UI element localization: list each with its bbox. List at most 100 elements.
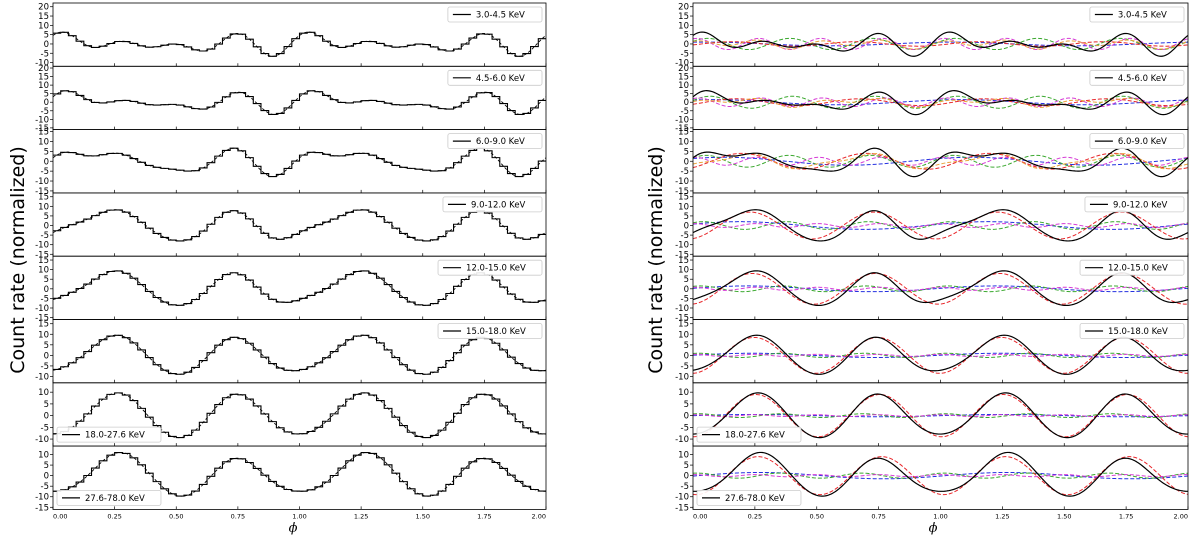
harmonic-curve xyxy=(693,353,1188,357)
y-tick-label: 0 xyxy=(684,40,689,50)
y-tick-label: -10 xyxy=(35,59,49,69)
harmonic-curve xyxy=(693,285,1188,293)
y-tick-label: 20 xyxy=(38,64,49,74)
y-tick-label: 5 xyxy=(44,275,49,285)
y-tick-label: 15 xyxy=(678,73,689,83)
y-tick-label: 5 xyxy=(684,90,689,100)
legend-box xyxy=(1079,259,1185,276)
legend-box xyxy=(1089,133,1185,150)
legend-box xyxy=(437,323,543,339)
legend-label: 27.6-78.0 KeV xyxy=(725,494,785,504)
y-tick-label: 15 xyxy=(38,128,49,138)
y-tick-label: -15 xyxy=(675,187,689,197)
right-plot-area xyxy=(693,90,1188,116)
y-tick-label: -5 xyxy=(681,107,689,117)
y-tick-label: 10 xyxy=(38,388,49,398)
fit-curve xyxy=(53,209,546,242)
harmonic-curve xyxy=(693,414,1188,418)
x-tick-label: 1.00 xyxy=(292,512,306,520)
y-tick-label: -15 xyxy=(35,187,49,197)
y-tick-label: -5 xyxy=(681,482,689,492)
x-tick-label: 1.75 xyxy=(1119,512,1133,520)
right-plot-area xyxy=(693,451,1188,497)
harmonic-curve xyxy=(693,41,1188,47)
y-tick-label: -15 xyxy=(35,503,49,513)
harmonic-curve xyxy=(693,97,1188,108)
legend-box xyxy=(442,196,543,213)
harmonic-curve xyxy=(693,352,1188,358)
left-plot-area xyxy=(53,31,546,57)
y-tick-label: 10 xyxy=(38,202,49,212)
y-tick-label: -5 xyxy=(41,482,49,492)
legend: 4.5-6.0 KeV xyxy=(447,69,543,86)
total-curve xyxy=(693,147,1188,178)
legend-label: 27.6-78.0 KeV xyxy=(85,494,145,504)
harmonic-curve xyxy=(693,95,1188,109)
y-tick-label: 15 xyxy=(678,193,689,203)
harmonic-curve xyxy=(693,41,1188,47)
y-tick-label: 15 xyxy=(38,73,49,83)
y-tick-label: 5 xyxy=(44,400,49,410)
y-tick-label: 10 xyxy=(678,202,689,212)
y-tick-label: -15 xyxy=(35,314,49,324)
left-plot-area xyxy=(53,147,546,178)
left-plot-area xyxy=(53,334,546,375)
legend-box xyxy=(447,6,543,23)
y-tick-label: -10 xyxy=(675,241,689,251)
y-tick-label: 10 xyxy=(678,266,689,276)
x-tick-label: 1.25 xyxy=(354,512,368,520)
y-tick-label: -5 xyxy=(41,49,49,59)
harmonic-curve xyxy=(693,413,1188,419)
x-tick-label: 1.75 xyxy=(477,512,491,520)
y-tick-label: 15 xyxy=(678,12,689,22)
harmonic-curve xyxy=(693,285,1188,293)
y-tick-label: 15 xyxy=(678,320,689,330)
harmonic-curve xyxy=(693,221,1188,230)
x-tick-label: 0.00 xyxy=(53,512,67,520)
harmonic-curve xyxy=(693,37,1188,51)
y-tick-label: -15 xyxy=(675,250,689,260)
y-tick-label: 0 xyxy=(684,472,689,482)
legend-label: 15.0-18.0 KeV xyxy=(1108,327,1168,337)
y-tick-label: 10 xyxy=(38,451,49,461)
legend: 6.0-9.0 KeV xyxy=(1089,133,1185,150)
harmonic-curve xyxy=(693,352,1188,358)
x-tick-label: 1.50 xyxy=(1057,512,1071,520)
y-tick-label: 15 xyxy=(38,12,49,22)
y-tick-label: -5 xyxy=(41,362,49,372)
legend: 6.0-9.0 KeV xyxy=(447,133,543,150)
y-tick-label: 0 xyxy=(44,285,49,295)
y-tick-label: -5 xyxy=(41,423,49,433)
harmonic-curve xyxy=(693,471,1188,480)
harmonic-curve xyxy=(693,286,1188,291)
harmonic-curve xyxy=(693,98,1188,107)
y-tick-label: -10 xyxy=(35,435,49,445)
x-tick-label: 0.00 xyxy=(693,512,707,520)
x-tick-label: 0.25 xyxy=(748,512,762,520)
total-curve xyxy=(693,90,1188,116)
legend-label: 6.0-9.0 KeV xyxy=(1118,137,1167,147)
fit-curve xyxy=(53,451,546,497)
legend-box xyxy=(696,489,802,506)
y-tick-label: -10 xyxy=(675,372,689,382)
right-x-axis-label: ϕ xyxy=(929,521,938,536)
legend-label: 18.0-27.6 KeV xyxy=(725,431,785,441)
legend-box xyxy=(56,426,162,443)
legend-box xyxy=(437,259,543,276)
left-plot-area xyxy=(53,90,546,116)
y-tick-label: -10 xyxy=(675,177,689,187)
y-tick-label: -5 xyxy=(681,49,689,59)
legend: 9.0-12.0 KeV xyxy=(1084,196,1185,213)
harmonic-curve xyxy=(693,272,1188,305)
y-tick-label: 10 xyxy=(38,266,49,276)
y-tick-label: -10 xyxy=(35,372,49,382)
legend-label: 3.0-4.5 KeV xyxy=(1118,11,1167,21)
x-tick-label: 0.75 xyxy=(231,512,245,520)
right-plot-area xyxy=(693,392,1188,439)
fit-curve xyxy=(53,334,546,375)
